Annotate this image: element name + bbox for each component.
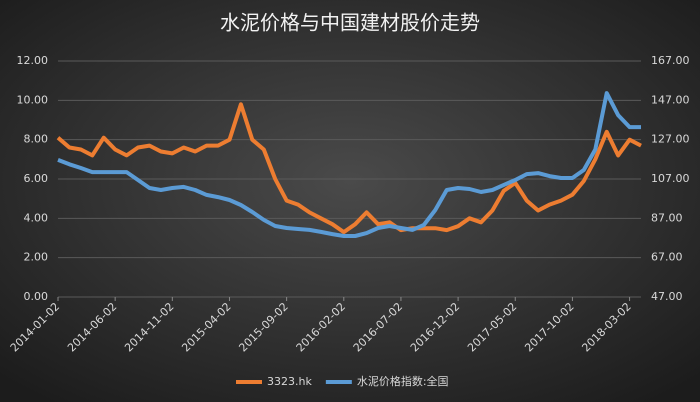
y-tick-label: 12.00 <box>17 54 49 67</box>
y-tick-label: 10.00 <box>17 93 49 106</box>
y-tick-label: 6.00 <box>24 172 49 185</box>
legend-label: 水泥价格指数:全国 <box>357 374 449 388</box>
y-tick-label: 0.00 <box>24 290 49 303</box>
y-tick-label: 4.00 <box>24 211 49 224</box>
y2-tick-label: 87.00 <box>651 211 683 224</box>
y2-tick-label: 47.00 <box>651 290 683 303</box>
y-tick-label: 2.00 <box>24 251 49 264</box>
line-series <box>57 91 641 238</box>
y2-tick-label: 127.00 <box>651 133 690 146</box>
y2-tick-label: 67.00 <box>651 251 683 264</box>
chart-title: 水泥价格与中国建材股价走势 <box>220 11 480 35</box>
y2-tick-label: 167.00 <box>651 54 690 67</box>
y2-tick-label: 147.00 <box>651 93 690 106</box>
y2-tick-label: 107.00 <box>651 172 690 185</box>
legend-label: 3323.hk <box>267 375 312 388</box>
line-series <box>56 102 642 235</box>
y-tick-label: 8.00 <box>24 133 49 146</box>
